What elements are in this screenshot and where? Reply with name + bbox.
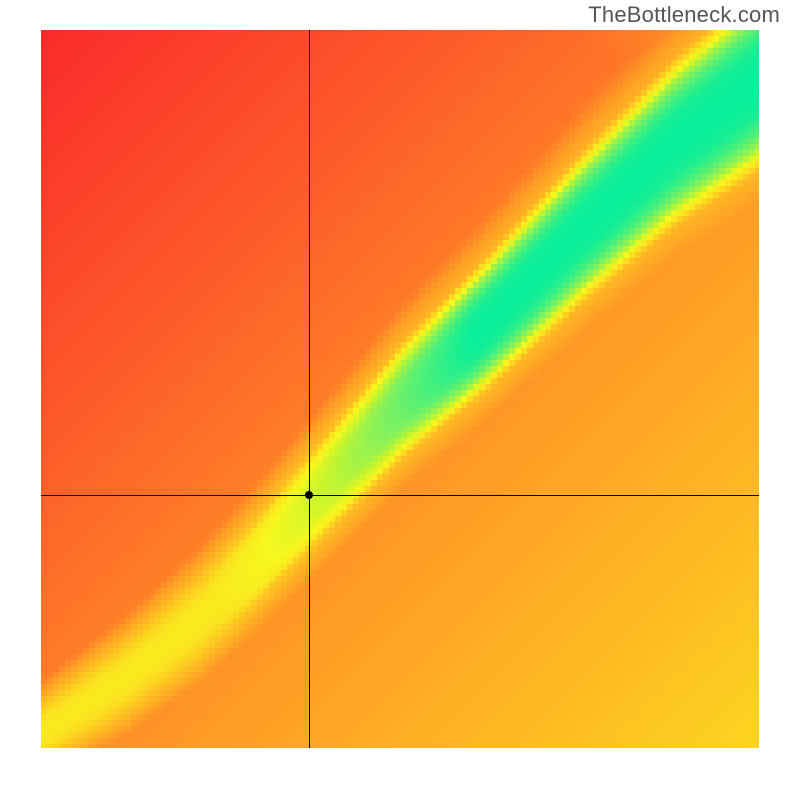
crosshair-horizontal bbox=[41, 495, 759, 496]
data-point bbox=[305, 491, 313, 499]
chart-container: TheBottleneck.com bbox=[0, 0, 800, 800]
watermark-label: TheBottleneck.com bbox=[588, 2, 780, 28]
bottleneck-heatmap bbox=[41, 30, 759, 748]
crosshair-vertical bbox=[309, 30, 310, 748]
